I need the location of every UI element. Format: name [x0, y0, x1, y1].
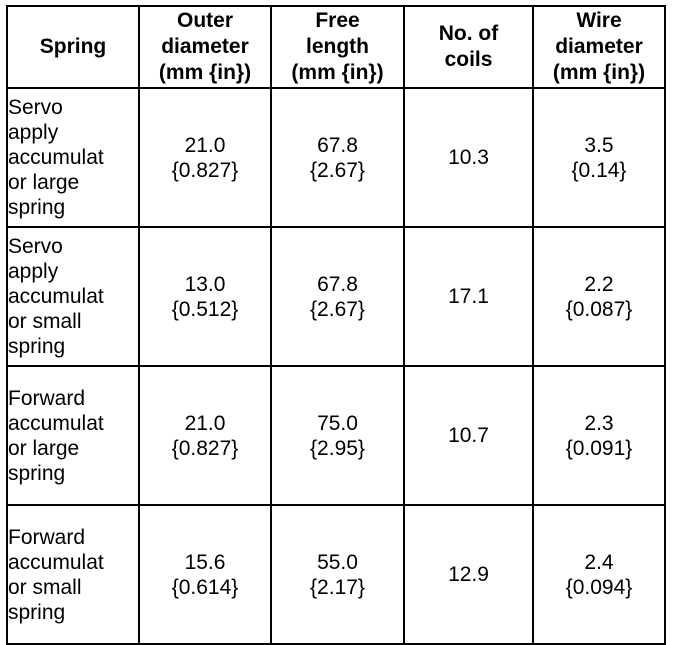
- wire-diameter-cell: 2.4 {0.094}: [532, 504, 666, 645]
- outer-diameter-cell: 21.0 {0.827}: [138, 365, 272, 506]
- free-length-cell: 75.0 {2.95}: [270, 365, 405, 506]
- free-length-cell: 67.8 {2.67}: [270, 87, 405, 228]
- header-free-length: Free length (mm {in}): [270, 5, 405, 89]
- table-row: Servo apply accumulat or large spring 21…: [6, 87, 666, 228]
- free-length-cell: 55.0 {2.17}: [270, 504, 405, 645]
- header-no-of-coils: No. of coils: [403, 5, 534, 89]
- table-row: Forward accumulat or small spring 15.6 {…: [6, 504, 666, 645]
- spring-name-cell: Servo apply accumulat or small spring: [6, 226, 140, 367]
- spring-name-cell: Forward accumulat or small spring: [6, 504, 140, 645]
- outer-diameter-cell: 21.0 {0.827}: [138, 87, 272, 228]
- spring-name-cell: Forward accumulat or large spring: [6, 365, 140, 506]
- spring-spec-table: Spring Outer diameter (mm {in}) Free len…: [6, 5, 666, 645]
- wire-diameter-cell: 3.5 {0.14}: [532, 87, 666, 228]
- free-length-cell: 67.8 {2.67}: [270, 226, 405, 367]
- wire-diameter-cell: 2.2 {0.087}: [532, 226, 666, 367]
- coils-cell: 10.7: [403, 365, 534, 506]
- header-outer-diameter: Outer diameter (mm {in}): [138, 5, 272, 89]
- table-row: Servo apply accumulat or small spring 13…: [6, 226, 666, 367]
- header-spring: Spring: [6, 5, 140, 89]
- header-wire-diameter: Wire diameter (mm {in}): [532, 5, 666, 89]
- outer-diameter-cell: 15.6 {0.614}: [138, 504, 272, 645]
- coils-cell: 12.9: [403, 504, 534, 645]
- header-row: Spring Outer diameter (mm {in}) Free len…: [6, 5, 666, 89]
- spring-name-cell: Servo apply accumulat or large spring: [6, 87, 140, 228]
- table-row: Forward accumulat or large spring 21.0 {…: [6, 365, 666, 506]
- outer-diameter-cell: 13.0 {0.512}: [138, 226, 272, 367]
- coils-cell: 17.1: [403, 226, 534, 367]
- coils-cell: 10.3: [403, 87, 534, 228]
- wire-diameter-cell: 2.3 {0.091}: [532, 365, 666, 506]
